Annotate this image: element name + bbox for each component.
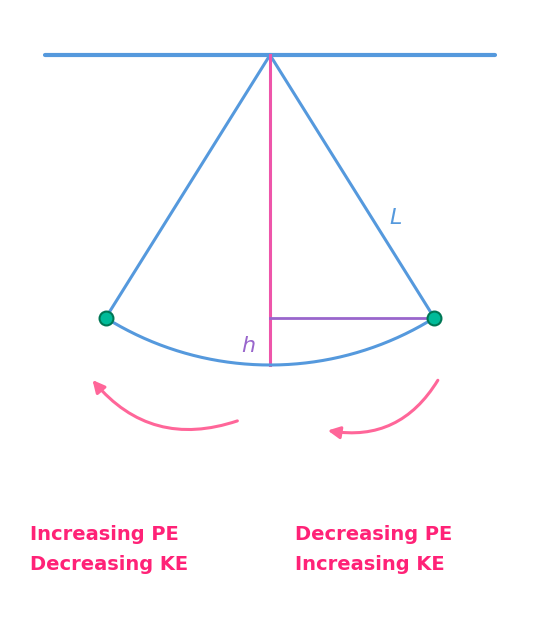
Text: Decreasing PE: Decreasing PE — [295, 525, 453, 544]
Text: h: h — [241, 336, 255, 357]
Text: Increasing KE: Increasing KE — [295, 555, 444, 574]
Point — [102, 313, 110, 323]
Text: L: L — [390, 208, 402, 228]
Point — [430, 313, 438, 323]
Text: Decreasing KE: Decreasing KE — [30, 555, 188, 574]
Text: Increasing PE: Increasing PE — [30, 525, 179, 544]
